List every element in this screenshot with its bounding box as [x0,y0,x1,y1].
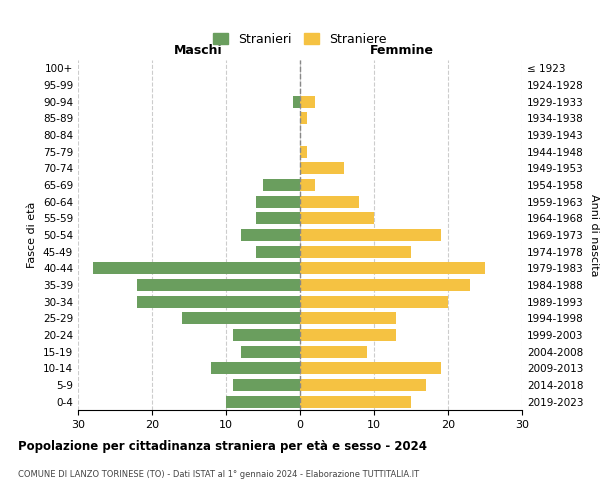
Bar [226,396,300,407]
Y-axis label: Fasce di età: Fasce di età [28,202,37,268]
Bar [300,212,374,224]
Bar [300,312,396,324]
Bar [300,162,344,174]
Bar [300,112,307,124]
Bar [137,296,300,308]
Bar [93,262,300,274]
Bar [233,329,300,341]
Bar [300,279,470,291]
Bar [233,379,300,391]
Bar [300,179,315,191]
Bar [300,196,359,207]
Bar [241,229,300,241]
Bar [300,246,411,258]
Bar [263,179,300,191]
Bar [256,212,300,224]
Bar [300,396,411,407]
Bar [300,96,315,108]
Bar [300,379,426,391]
Bar [300,262,485,274]
Y-axis label: Anni di nascita: Anni di nascita [589,194,599,276]
Bar [211,362,300,374]
Bar [300,296,448,308]
Legend: Stranieri, Straniere: Stranieri, Straniere [208,28,392,50]
Text: Femmine: Femmine [370,44,434,57]
Bar [300,346,367,358]
Bar [293,96,300,108]
Bar [300,229,440,241]
Bar [182,312,300,324]
Bar [300,329,396,341]
Bar [241,346,300,358]
Bar [256,246,300,258]
Text: Popolazione per cittadinanza straniera per età e sesso - 2024: Popolazione per cittadinanza straniera p… [18,440,427,453]
Bar [137,279,300,291]
Text: COMUNE DI LANZO TORINESE (TO) - Dati ISTAT al 1° gennaio 2024 - Elaborazione TUT: COMUNE DI LANZO TORINESE (TO) - Dati IST… [18,470,419,479]
Bar [256,196,300,207]
Text: Maschi: Maschi [173,44,222,57]
Bar [300,146,307,158]
Bar [300,362,440,374]
